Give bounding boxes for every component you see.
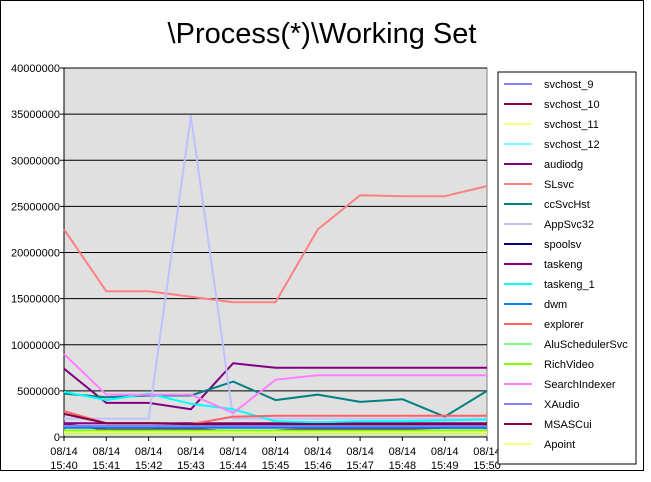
y-tick-label: 30000000 <box>11 155 60 167</box>
x-tick-label-date: 08/14 <box>389 446 417 458</box>
series-line-AppSvc32 <box>64 115 487 420</box>
series-line-taskeng_1 <box>63 390 488 424</box>
legend-label: AppSvc32 <box>544 219 594 231</box>
x-tick-label-time: 15:41 <box>93 460 121 472</box>
chart-title: \Process(*)\Working Set <box>168 18 477 50</box>
legend-label: taskeng_1 <box>544 279 595 291</box>
plot-area: 0 5000000 10000000 15000000 20000000 25000000… <box>11 63 501 472</box>
series-line-SLsvc <box>63 185 488 304</box>
legend-label: dwm <box>544 299 567 311</box>
y-tick-label: 5000000 <box>17 386 60 398</box>
x-tick-label-time: 15:48 <box>389 460 417 472</box>
legend-label: svchost_11 <box>544 119 599 131</box>
legend-label: XAudio <box>544 399 579 411</box>
legend-label: svchost_12 <box>544 139 600 151</box>
legend-label: SLsvc <box>544 179 574 191</box>
y-tick-label: 20000000 <box>11 248 60 260</box>
y-tick-label: 40000000 <box>11 63 60 75</box>
legend: svchost_9 svchost_10 svchost_11 svchost_12a… <box>497 71 637 465</box>
legend-label: audiodg <box>544 159 583 171</box>
y-tick-label: 0 <box>54 432 60 444</box>
x-tick-label-date: 08/14 <box>346 446 374 458</box>
y-tick-label: 10000000 <box>11 340 60 352</box>
x-tick-label-time: 15:49 <box>431 460 459 472</box>
x-tick-label-time: 15:46 <box>304 460 332 472</box>
x-tick-label-date: 08/14 <box>473 446 501 458</box>
legend-label: Apoint <box>544 439 575 451</box>
legend-label: spoolsv <box>544 239 582 251</box>
y-tick-label: 15000000 <box>11 294 60 306</box>
x-tick-label-date: 08/14 <box>135 446 163 458</box>
x-tick-label-date: 08/14 <box>431 446 459 458</box>
x-tick-label-time: 15:44 <box>219 460 247 472</box>
x-tick-label-date: 08/14 <box>262 446 290 458</box>
x-tick-label-date: 08/14 <box>177 446 205 458</box>
series-line-audiodg <box>63 362 487 411</box>
x-tick-label-time: 15:45 <box>262 460 290 472</box>
legend-label: SearchIndexer <box>544 379 616 391</box>
legend-label: ccSvcHst <box>544 199 590 211</box>
x-tick-label-time: 15:47 <box>346 460 374 472</box>
x-tick-label-time: 15:43 <box>177 460 205 472</box>
legend-label: MSASCui <box>544 419 592 431</box>
x-tick-label-date: 08/14 <box>50 446 78 458</box>
legend-label: svchost_10 <box>544 99 600 111</box>
x-tick-label-date: 08/14 <box>219 446 247 458</box>
x-tick-label-date: 08/14 <box>93 446 121 458</box>
y-tick-label: 25000000 <box>11 201 60 213</box>
legend-label: RichVideo <box>544 359 594 371</box>
x-tick-label-date: 08/14 <box>304 446 332 458</box>
x-tick-label-time: 15:40 <box>50 460 78 472</box>
x-tick-label-time: 15:42 <box>135 460 163 472</box>
y-tick-label: 35000000 <box>11 109 60 121</box>
x-tick-label-time: 15:50 <box>473 460 501 472</box>
series-line-SearchIndexer <box>63 353 487 414</box>
legend-label: explorer <box>544 319 584 331</box>
legend-label: taskeng <box>544 259 583 271</box>
legend-label: svchost_9 <box>544 79 594 91</box>
legend-label: AluSchedulerSvc <box>544 339 628 351</box>
legend-box <box>497 71 637 465</box>
series-line-MSASCui <box>63 412 487 426</box>
